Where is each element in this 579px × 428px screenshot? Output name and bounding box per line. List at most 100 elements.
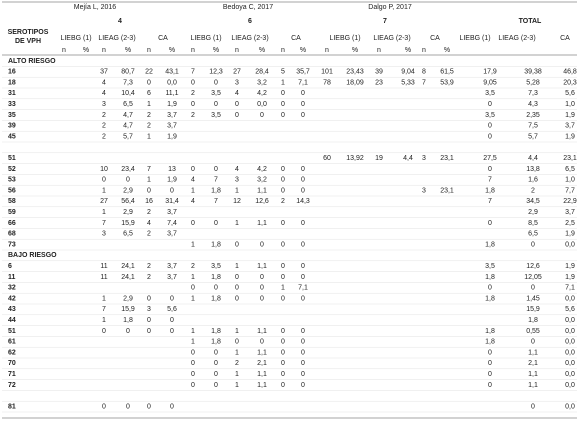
cell: 3 bbox=[422, 155, 426, 162]
cell: 1,8 bbox=[485, 339, 495, 346]
cell: 0 bbox=[191, 349, 195, 356]
cell: 0,0 bbox=[565, 403, 575, 410]
cell: 2 bbox=[102, 112, 106, 119]
cell: 2 bbox=[147, 231, 151, 238]
cell: 3,5 bbox=[485, 263, 495, 270]
cell: 14,3 bbox=[296, 198, 310, 205]
cell: 1,8 bbox=[528, 317, 538, 324]
subheader: % bbox=[352, 47, 358, 54]
cell: 0 bbox=[235, 285, 239, 292]
cell: 7 bbox=[191, 69, 195, 76]
subheader: % bbox=[125, 47, 131, 54]
cell: 2 bbox=[281, 198, 285, 205]
cell: 0 bbox=[260, 339, 264, 346]
cell: 0 bbox=[214, 220, 218, 227]
cell: 0 bbox=[170, 187, 174, 194]
row-label: 51 bbox=[8, 155, 16, 162]
cell: 6,5 bbox=[528, 231, 538, 238]
cell: 1,9 bbox=[565, 112, 575, 119]
cell: 11 bbox=[100, 274, 107, 281]
cell: 0,0 bbox=[565, 295, 575, 302]
cell: 1,8 bbox=[211, 328, 221, 335]
cell: 3,5 bbox=[485, 112, 495, 119]
cell: 1,0 bbox=[565, 177, 575, 184]
row-label: 68 bbox=[8, 231, 16, 238]
cell: 0 bbox=[191, 285, 195, 292]
cell: 5,28 bbox=[526, 79, 540, 86]
cell: 0 bbox=[301, 328, 305, 335]
group-header: LIEAG (2-3) bbox=[98, 35, 135, 42]
cell: 0 bbox=[260, 295, 264, 302]
cell: 0 bbox=[301, 349, 305, 356]
cell: 7 bbox=[214, 177, 218, 184]
cell: 13 bbox=[168, 166, 176, 173]
cell: 0 bbox=[281, 177, 285, 184]
row-label: 56 bbox=[8, 187, 16, 194]
cell: 3,5 bbox=[211, 263, 221, 270]
cell: 2 bbox=[102, 133, 106, 140]
subheader: % bbox=[169, 47, 175, 54]
cell: 5 bbox=[281, 69, 285, 76]
study-name: Bedoya C, 2017 bbox=[223, 4, 273, 11]
cell: 0 bbox=[147, 403, 151, 410]
cell: 0 bbox=[301, 220, 305, 227]
cell: 0 bbox=[301, 295, 305, 302]
cell: 0,0 bbox=[167, 79, 177, 86]
cell: 4,2 bbox=[257, 90, 267, 97]
cell: 1,9 bbox=[167, 177, 177, 184]
cell: 46,8 bbox=[563, 69, 577, 76]
cell: 7,1 bbox=[298, 79, 308, 86]
cell: 3,2 bbox=[257, 177, 267, 184]
cell: 19 bbox=[375, 155, 383, 162]
cell: 7,4 bbox=[167, 220, 177, 227]
cell: 2 bbox=[531, 187, 535, 194]
cell: 80,7 bbox=[121, 69, 135, 76]
cell: 0 bbox=[488, 382, 492, 389]
row-label: 81 bbox=[8, 403, 16, 410]
cell: 3,5 bbox=[485, 90, 495, 97]
cell: 61,5 bbox=[440, 69, 454, 76]
cell: 0 bbox=[214, 371, 218, 378]
cell: 3,7 bbox=[167, 274, 177, 281]
cell: 0 bbox=[301, 274, 305, 281]
cell: 2 bbox=[191, 263, 195, 270]
cell: 0 bbox=[301, 90, 305, 97]
cell: 27,5 bbox=[483, 155, 497, 162]
cell: 37 bbox=[100, 69, 108, 76]
cell: 1,1 bbox=[257, 220, 267, 227]
subheader: % bbox=[444, 47, 450, 54]
cell: 4,7 bbox=[123, 112, 133, 119]
cell: 0 bbox=[281, 263, 285, 270]
cell: 2,9 bbox=[123, 209, 133, 216]
cell: 11 bbox=[100, 263, 107, 270]
cell: 1,8 bbox=[485, 187, 495, 194]
cell: 0 bbox=[147, 295, 151, 302]
row-label: 44 bbox=[8, 317, 16, 324]
cell: 1 bbox=[281, 79, 285, 86]
cell: 15,9 bbox=[121, 220, 135, 227]
group-header: LIEBG (1) bbox=[60, 35, 91, 42]
cell: 4,4 bbox=[528, 155, 538, 162]
row-label: 35 bbox=[8, 112, 16, 119]
cell: 2,1 bbox=[528, 360, 538, 367]
cell: 4,2 bbox=[257, 166, 267, 173]
cell: 2 bbox=[147, 209, 151, 216]
cell: 0 bbox=[488, 123, 492, 130]
cell: 4 bbox=[102, 90, 106, 97]
cell: 0 bbox=[191, 371, 195, 378]
cell: 0,0 bbox=[257, 101, 267, 108]
cell: 3 bbox=[235, 79, 239, 86]
cell: 0 bbox=[488, 285, 492, 292]
cell: 7,3 bbox=[528, 90, 538, 97]
cell: 0 bbox=[260, 112, 264, 119]
cell: 4 bbox=[147, 220, 151, 227]
row-label: 51 bbox=[8, 328, 16, 335]
cell: 0 bbox=[488, 360, 492, 367]
group-count: TOTAL bbox=[519, 18, 542, 25]
group-header: CA bbox=[158, 35, 168, 42]
group-header: LIEAG (2-3) bbox=[498, 35, 535, 42]
cell: 1,1 bbox=[528, 382, 538, 389]
row-label: 73 bbox=[8, 241, 16, 248]
cell: 0,0 bbox=[565, 382, 575, 389]
